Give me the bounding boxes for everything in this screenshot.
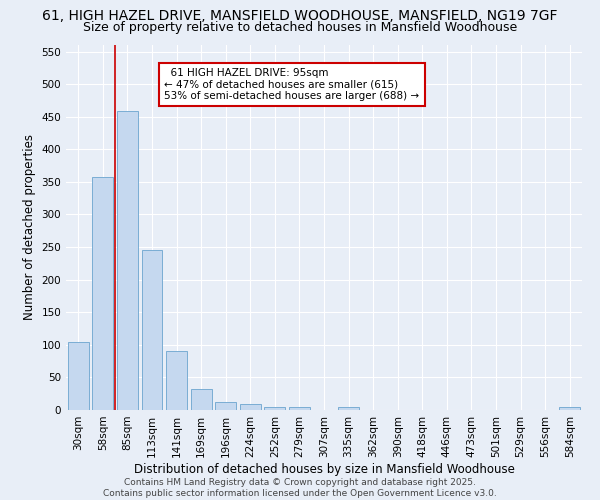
Bar	[559, 406, 580, 410]
Bar	[68, 342, 89, 410]
Text: 61 HIGH HAZEL DRIVE: 95sqm
← 47% of detached houses are smaller (615)
53% of sem: 61 HIGH HAZEL DRIVE: 95sqm ← 47% of deta…	[164, 68, 419, 101]
Bar	[191, 389, 212, 410]
Text: Size of property relative to detached houses in Mansfield Woodhouse: Size of property relative to detached ho…	[83, 21, 517, 34]
Bar	[142, 250, 163, 410]
Bar	[289, 406, 310, 410]
X-axis label: Distribution of detached houses by size in Mansfield Woodhouse: Distribution of detached houses by size …	[134, 462, 514, 475]
Bar	[166, 352, 187, 410]
Bar	[338, 406, 359, 410]
Bar	[240, 404, 261, 410]
Bar	[215, 402, 236, 410]
Bar	[117, 112, 138, 410]
Text: 61, HIGH HAZEL DRIVE, MANSFIELD WOODHOUSE, MANSFIELD, NG19 7GF: 61, HIGH HAZEL DRIVE, MANSFIELD WOODHOUS…	[42, 9, 558, 23]
Bar	[92, 178, 113, 410]
Y-axis label: Number of detached properties: Number of detached properties	[23, 134, 36, 320]
Text: Contains HM Land Registry data © Crown copyright and database right 2025.
Contai: Contains HM Land Registry data © Crown c…	[103, 478, 497, 498]
Bar	[265, 406, 286, 410]
